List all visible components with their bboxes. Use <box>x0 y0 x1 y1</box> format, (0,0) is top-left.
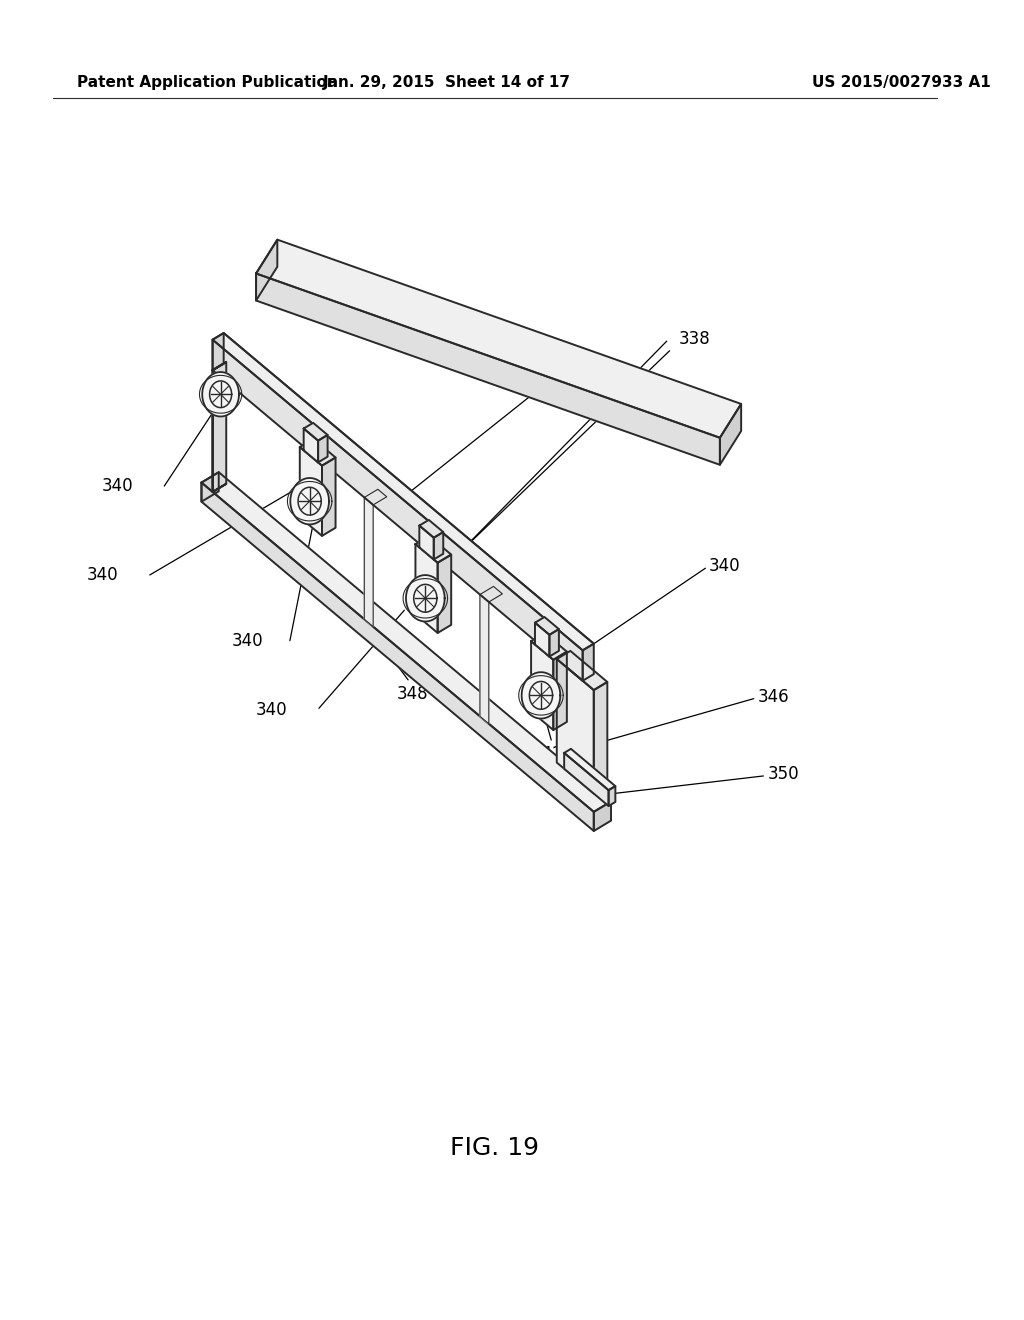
Polygon shape <box>420 520 443 537</box>
Polygon shape <box>300 438 336 466</box>
Text: 350: 350 <box>767 766 799 783</box>
Polygon shape <box>583 644 594 681</box>
Polygon shape <box>300 447 322 536</box>
Polygon shape <box>557 659 594 793</box>
Polygon shape <box>608 787 615 807</box>
Polygon shape <box>531 642 553 730</box>
Polygon shape <box>557 651 607 690</box>
Polygon shape <box>202 483 594 832</box>
Text: Patent Application Publication: Patent Application Publication <box>77 75 338 90</box>
Text: 340: 340 <box>709 557 740 576</box>
Polygon shape <box>420 525 434 560</box>
Polygon shape <box>322 458 336 536</box>
Text: 340: 340 <box>231 632 263 649</box>
Polygon shape <box>564 748 615 791</box>
Polygon shape <box>416 544 437 634</box>
Polygon shape <box>365 498 373 627</box>
Polygon shape <box>521 672 560 718</box>
Polygon shape <box>213 333 223 370</box>
Polygon shape <box>553 652 567 730</box>
Polygon shape <box>535 616 559 635</box>
Polygon shape <box>304 422 328 441</box>
Polygon shape <box>550 630 559 656</box>
Text: FIG. 19: FIG. 19 <box>451 1137 540 1160</box>
Text: 346: 346 <box>758 688 790 706</box>
Polygon shape <box>720 404 741 465</box>
Text: 348: 348 <box>396 685 428 704</box>
Polygon shape <box>480 586 503 602</box>
Text: 340: 340 <box>101 477 133 495</box>
Polygon shape <box>213 362 226 370</box>
Polygon shape <box>256 240 278 301</box>
Text: 340: 340 <box>256 701 288 719</box>
Polygon shape <box>535 623 550 656</box>
Polygon shape <box>291 478 329 524</box>
Polygon shape <box>416 536 452 562</box>
Text: US 2015/0027933 A1: US 2015/0027933 A1 <box>812 75 990 90</box>
Polygon shape <box>594 801 611 832</box>
Text: 344: 344 <box>554 368 586 387</box>
Polygon shape <box>202 473 219 502</box>
Polygon shape <box>256 273 720 465</box>
Polygon shape <box>213 483 226 492</box>
Polygon shape <box>480 594 488 723</box>
Polygon shape <box>365 490 387 506</box>
Text: 342: 342 <box>531 744 563 763</box>
Polygon shape <box>564 752 608 807</box>
Polygon shape <box>406 576 444 622</box>
Polygon shape <box>213 362 226 492</box>
Polygon shape <box>213 339 583 681</box>
Polygon shape <box>304 429 318 462</box>
Polygon shape <box>256 240 741 438</box>
Polygon shape <box>202 473 611 812</box>
Polygon shape <box>213 333 594 651</box>
Polygon shape <box>318 436 328 462</box>
Polygon shape <box>203 372 239 417</box>
Text: 340: 340 <box>87 566 119 583</box>
Text: Jan. 29, 2015  Sheet 14 of 17: Jan. 29, 2015 Sheet 14 of 17 <box>323 75 570 90</box>
Polygon shape <box>594 682 607 793</box>
Polygon shape <box>531 634 567 660</box>
Text: 338: 338 <box>678 330 710 348</box>
Polygon shape <box>437 554 452 634</box>
Polygon shape <box>434 532 443 560</box>
